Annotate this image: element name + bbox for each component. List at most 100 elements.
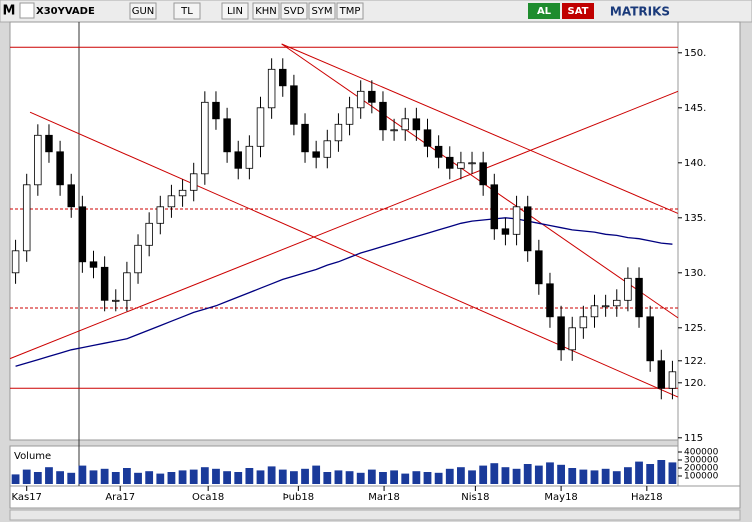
candle-body xyxy=(635,277,643,318)
candle-body xyxy=(512,206,521,235)
color-btn[interactable] xyxy=(19,2,35,19)
candle-body xyxy=(613,299,621,307)
volume-bar xyxy=(412,471,421,484)
toolbar-btn-label[interactable]: KHN xyxy=(255,6,277,17)
volume-bar xyxy=(334,470,343,484)
y-tick-label: 150. xyxy=(684,48,706,59)
volume-bar xyxy=(379,472,387,484)
volume-bar xyxy=(167,472,176,484)
toolbar-btn[interactable] xyxy=(129,2,157,20)
candle-body xyxy=(557,316,565,351)
volume-bar xyxy=(635,461,643,484)
toolbar-btn-label[interactable]: TMP xyxy=(339,6,361,17)
volume-bar xyxy=(501,467,510,484)
x-tick-label: Mar18 xyxy=(368,492,400,503)
volume-label: Volume xyxy=(14,451,51,462)
candle-body xyxy=(657,360,666,389)
toolbar-btn[interactable] xyxy=(173,2,201,20)
volume-bar xyxy=(45,467,53,484)
volume-bar xyxy=(457,467,465,484)
candle-body xyxy=(535,250,543,285)
brand: MATRIKS xyxy=(610,5,670,19)
candle-body xyxy=(123,272,131,301)
volume-bar xyxy=(111,472,120,484)
symbol[interactable]: X30YVADE xyxy=(36,6,95,17)
candle-body xyxy=(67,184,75,208)
candle-body xyxy=(212,101,220,120)
volume-bar xyxy=(624,467,632,484)
toolbar-btn[interactable] xyxy=(280,2,308,20)
scrollbar[interactable] xyxy=(9,509,741,521)
candle-body xyxy=(624,277,632,301)
volume-bar xyxy=(78,465,87,484)
toolbar-btn[interactable] xyxy=(336,2,364,20)
volume-bar xyxy=(22,469,31,484)
logo: M xyxy=(3,4,16,19)
candle-body xyxy=(401,118,409,131)
x-tick-label: Ara17 xyxy=(105,492,135,503)
toolbar-btn[interactable] xyxy=(221,2,249,20)
volume-bar xyxy=(301,468,309,484)
volume-bar xyxy=(11,474,20,484)
volume-bar xyxy=(579,469,588,484)
toolbar-btn-label[interactable]: TL xyxy=(180,6,193,17)
candle-body xyxy=(579,316,588,329)
candle-body xyxy=(22,184,31,252)
toolbar-btn[interactable] xyxy=(308,2,336,20)
candle-body xyxy=(178,189,187,197)
volume-tick-label: 100000 xyxy=(684,472,719,482)
volume-bar xyxy=(646,464,655,484)
price-axis xyxy=(677,21,741,487)
candle-body xyxy=(312,151,320,158)
y-tick-label: 122. xyxy=(684,356,706,367)
buy-btn[interactable] xyxy=(528,3,560,19)
candle-body xyxy=(301,123,309,153)
candle-body xyxy=(423,129,432,147)
volume-bar xyxy=(100,468,109,484)
candle-body xyxy=(390,129,398,132)
candle-body xyxy=(590,305,599,318)
time-axis xyxy=(9,485,741,509)
candle-body xyxy=(490,184,499,230)
candle-body xyxy=(256,107,265,147)
x-tick-label: Oca18 xyxy=(192,492,224,503)
candle-body xyxy=(568,327,576,351)
candle-body xyxy=(356,90,365,109)
candle-body xyxy=(78,206,87,263)
candle-body xyxy=(468,162,476,165)
candle-body xyxy=(501,228,510,235)
volume-bar xyxy=(56,471,64,484)
sell-label[interactable]: SAT xyxy=(568,6,589,17)
volume-bar xyxy=(245,468,254,484)
volume-bar xyxy=(256,470,265,484)
volume-tick-label: 200000 xyxy=(684,464,719,474)
toolbar-btn-label[interactable]: LIN xyxy=(227,6,243,17)
buy-label[interactable]: AL xyxy=(537,6,552,17)
candle-body xyxy=(156,206,165,224)
volume-bar xyxy=(189,469,198,484)
volume-bar xyxy=(468,470,476,484)
candle-body xyxy=(379,101,387,131)
volume-bar xyxy=(668,462,677,484)
volume-bar xyxy=(390,470,398,484)
volume-bar xyxy=(590,470,599,484)
volume-bar xyxy=(523,464,532,484)
candle-body xyxy=(89,261,98,268)
toolbar-btn-label[interactable]: SVD xyxy=(284,6,305,17)
toolbar-btn-label[interactable]: SYM xyxy=(311,6,332,17)
x-tick-label: Þub18 xyxy=(283,492,314,503)
trend-line xyxy=(281,43,679,214)
volume-bar xyxy=(612,471,621,484)
volume-bar xyxy=(156,473,165,484)
volume-bar xyxy=(223,471,231,484)
candle-body xyxy=(523,206,532,252)
sell-btn[interactable] xyxy=(562,3,594,19)
candle-body xyxy=(45,134,53,153)
toolbar-btn[interactable] xyxy=(252,2,280,20)
x-tick-label: May18 xyxy=(544,492,577,503)
toolbar-btn-label[interactable]: GUN xyxy=(132,6,155,17)
volume-bar xyxy=(423,472,432,484)
candle-body xyxy=(100,266,109,301)
volume-bar xyxy=(134,472,142,484)
